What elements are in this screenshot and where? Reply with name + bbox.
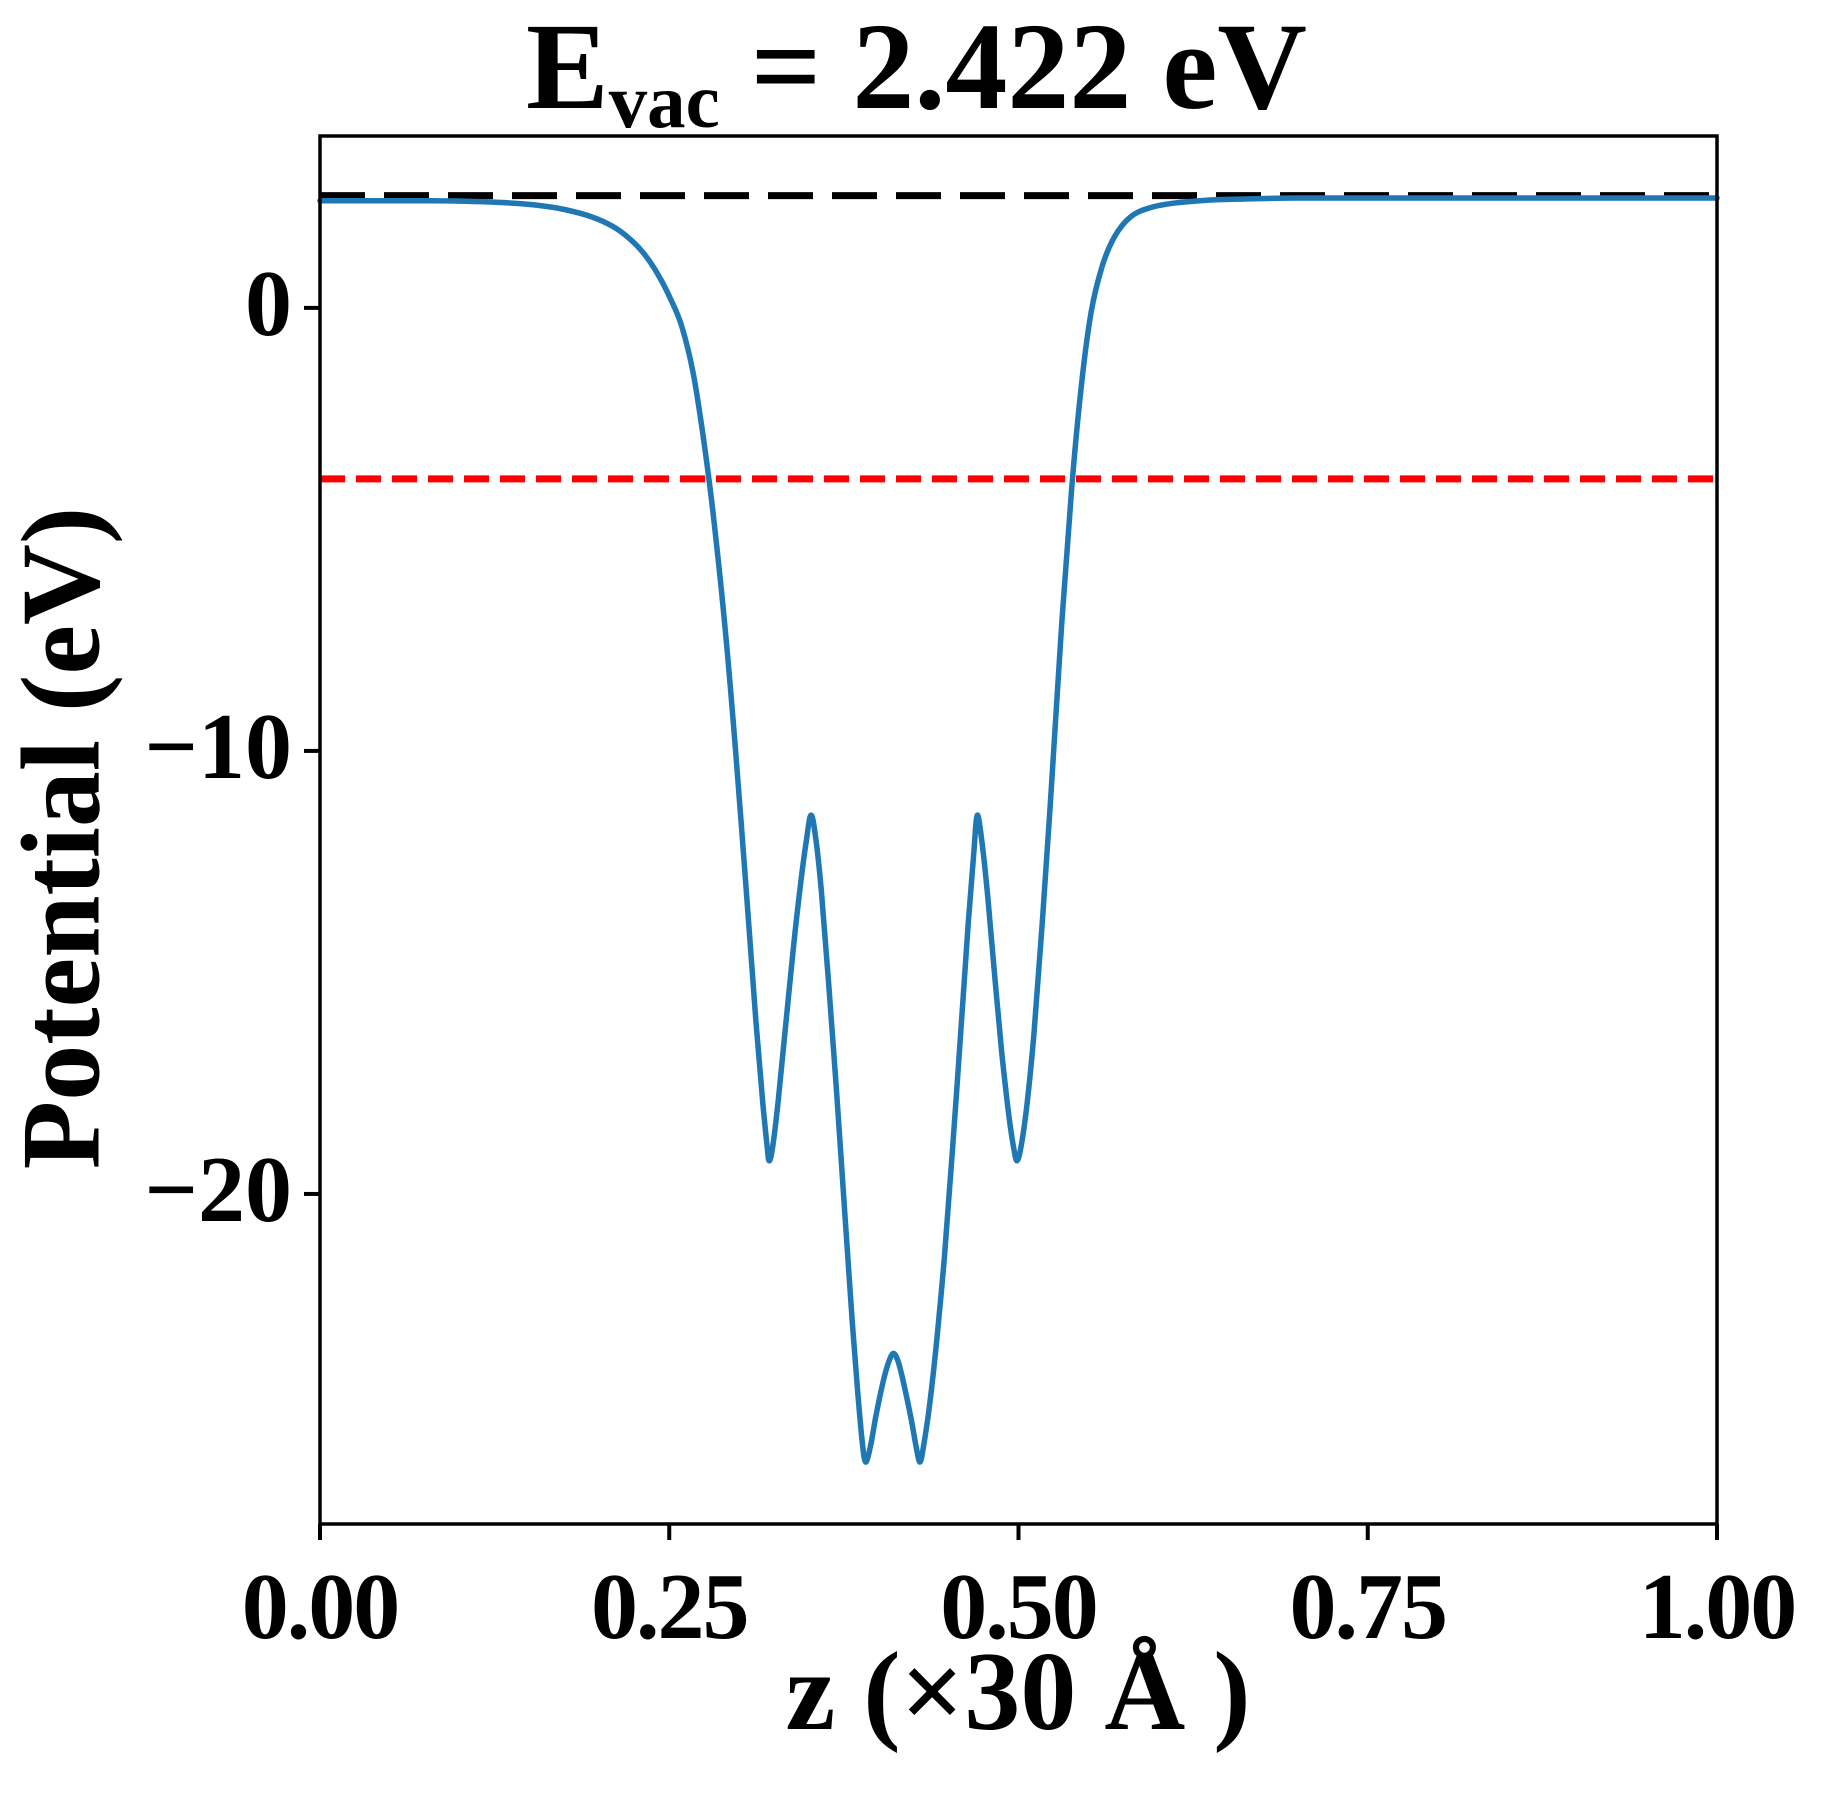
x-tick-label: 1.00 xyxy=(1638,1555,1797,1659)
plot-title: Evac = 2.422 eV xyxy=(0,0,1833,145)
y-tick-label: −10 xyxy=(144,695,292,800)
y-axis-label: Potential (eV) xyxy=(0,506,124,1170)
x-tick-label: 0.50 xyxy=(940,1555,1098,1659)
x-tick-label: 0.75 xyxy=(1289,1555,1448,1659)
plot-frame xyxy=(318,134,1719,1526)
title-suffix: = 2.422 eV xyxy=(719,0,1307,135)
title-prefix: E xyxy=(526,0,609,135)
x-tick-label: 0.25 xyxy=(591,1555,749,1659)
x-axis-label: z (×30 Å ) xyxy=(785,1630,1251,1754)
x-tick-label: 0.00 xyxy=(241,1555,400,1659)
title-subscript: vac xyxy=(608,59,720,145)
axis-ticks xyxy=(304,305,1719,1540)
y-tick-label: −20 xyxy=(144,1138,292,1243)
y-tick-label: 0 xyxy=(245,252,292,357)
potential-curve xyxy=(317,195,1720,1465)
